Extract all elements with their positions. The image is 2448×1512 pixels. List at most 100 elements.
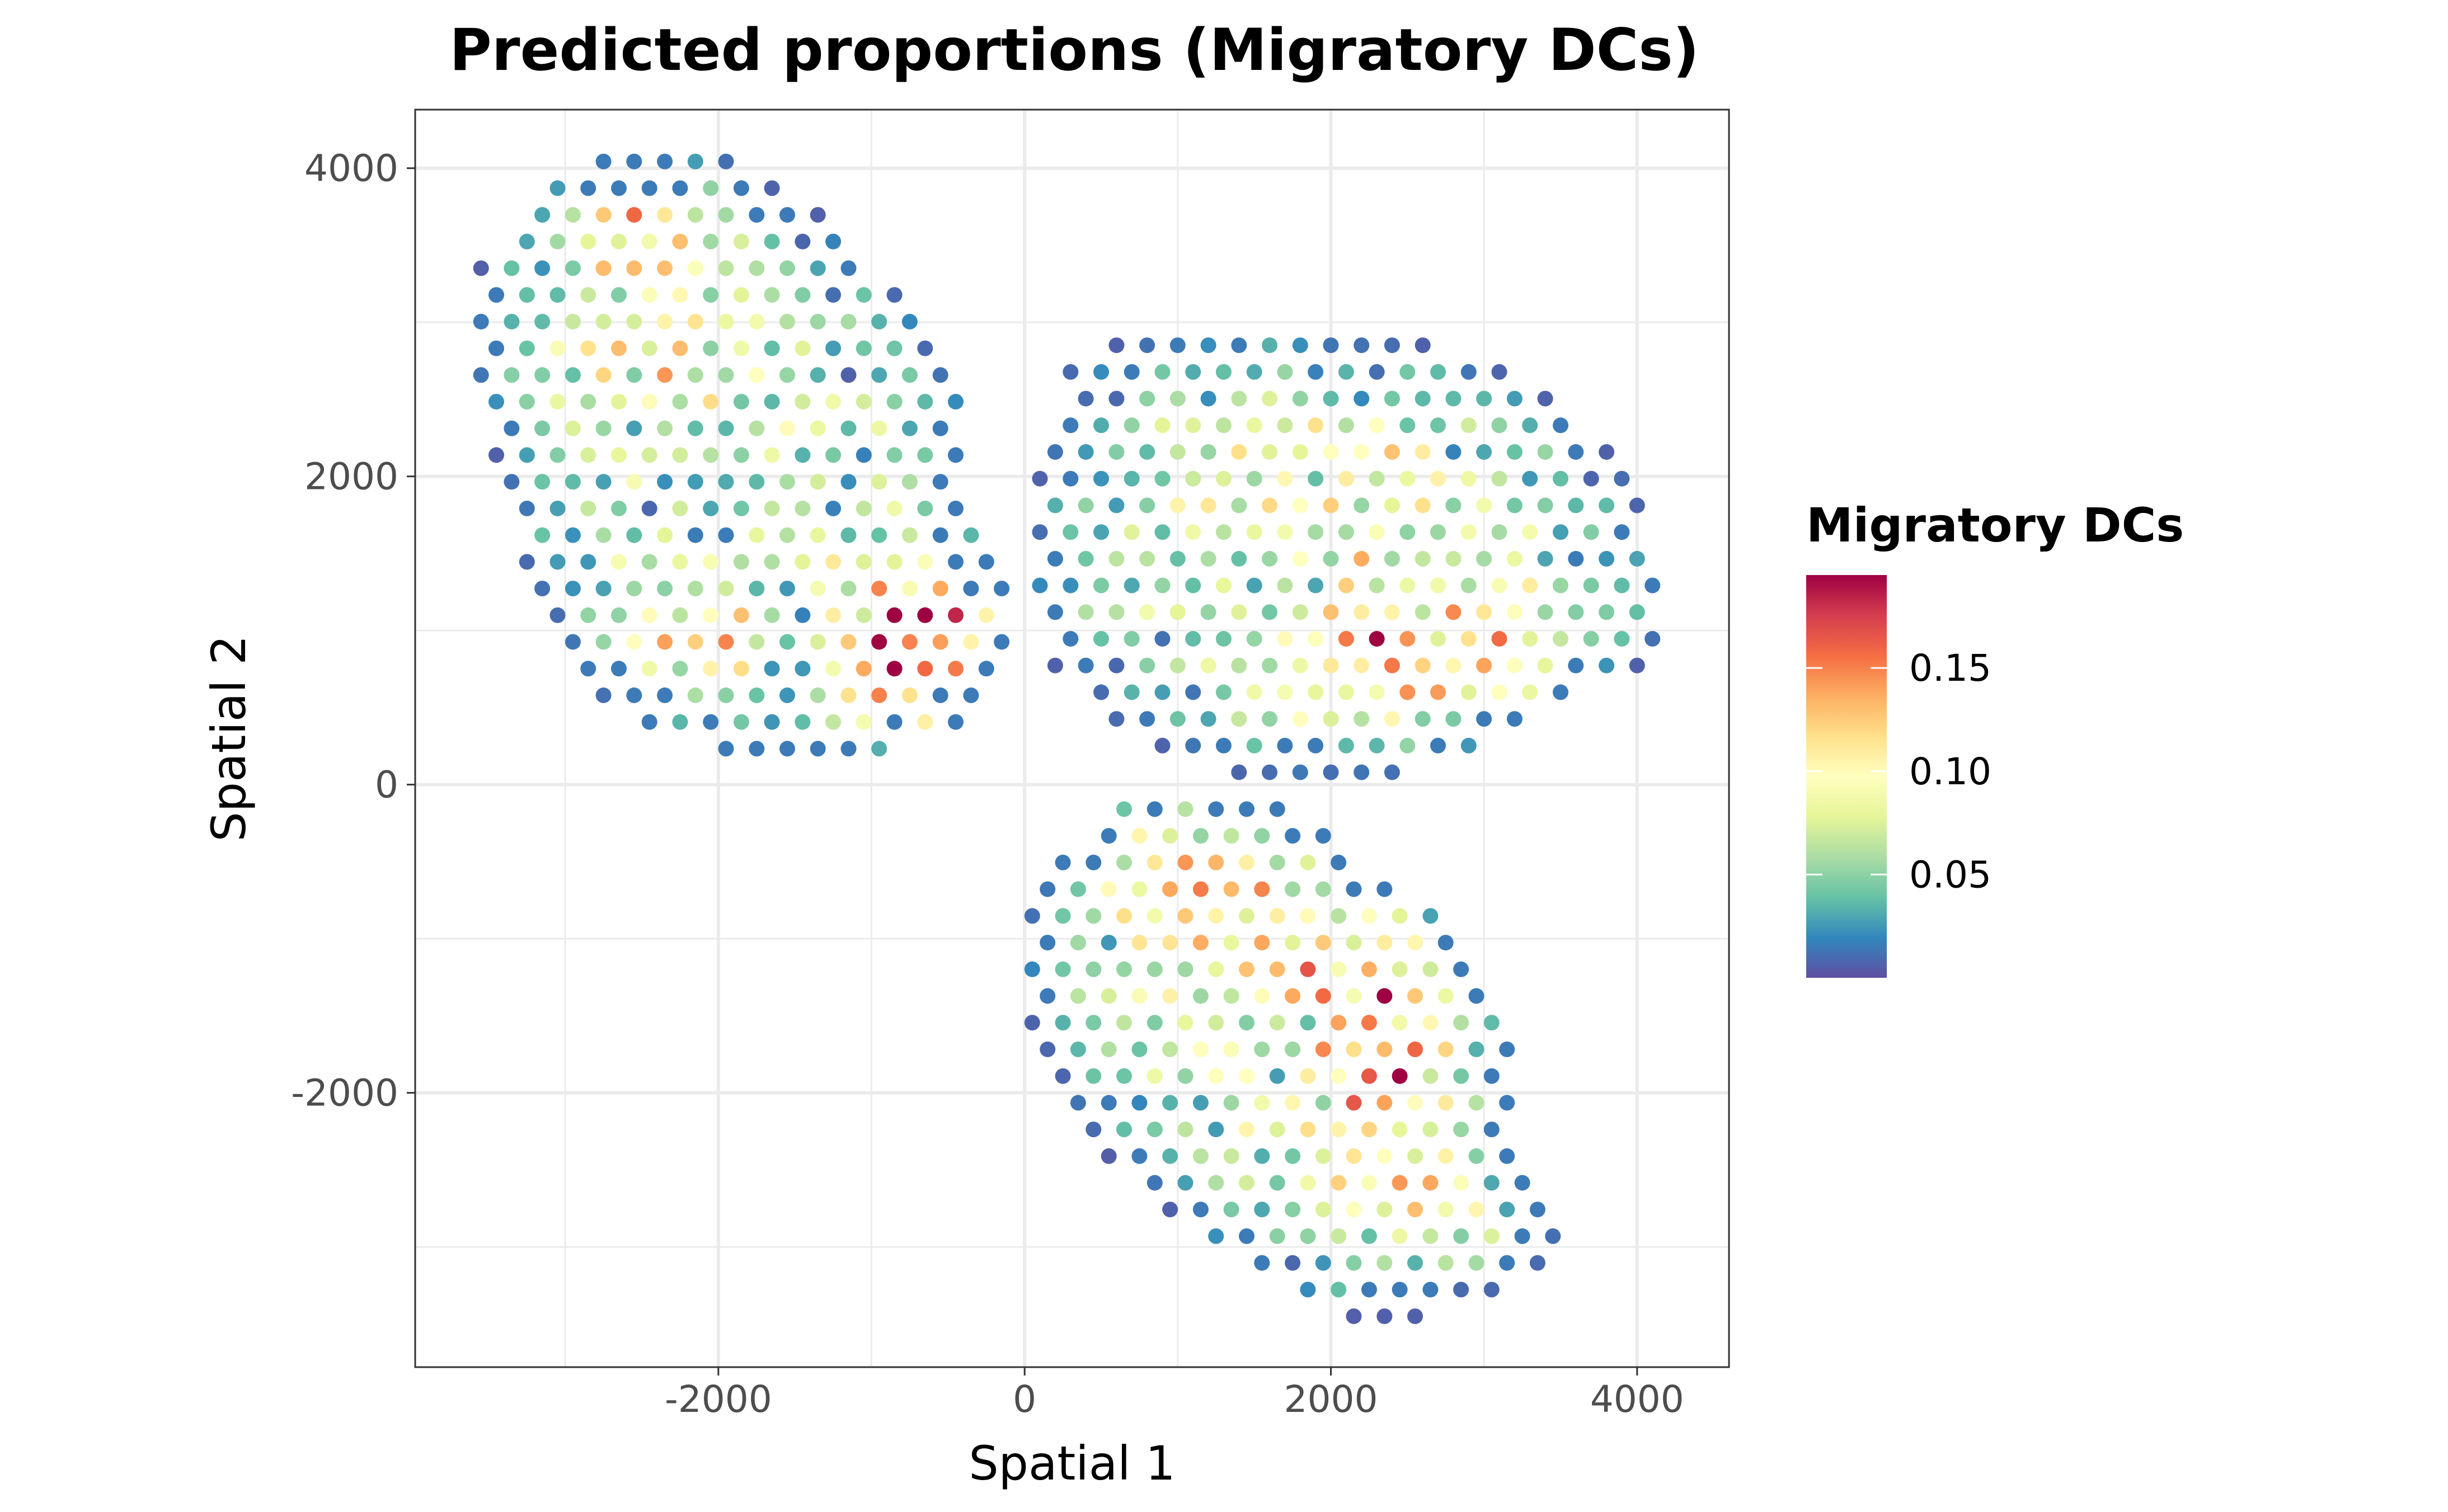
spot [1468, 988, 1484, 1004]
spot [1476, 711, 1492, 727]
spot [917, 661, 933, 677]
spot [1514, 1175, 1530, 1191]
spot [1147, 961, 1163, 977]
spot [1376, 1255, 1393, 1271]
spot [932, 634, 948, 650]
spot [1437, 935, 1454, 951]
spot [1453, 1282, 1469, 1298]
spot [1354, 764, 1370, 780]
spot [1208, 801, 1224, 817]
spot [1354, 497, 1370, 514]
spot [1331, 961, 1347, 977]
spot [917, 554, 933, 570]
spot [1147, 1122, 1163, 1138]
spot [1139, 497, 1155, 514]
spot [1369, 524, 1385, 540]
spot [1553, 631, 1568, 647]
spot [1154, 737, 1171, 753]
spot [779, 207, 795, 223]
spot [1223, 1041, 1239, 1057]
spot [641, 180, 657, 196]
spot [657, 207, 673, 223]
spot [1154, 631, 1171, 647]
spot [1116, 801, 1132, 817]
spot [1154, 417, 1171, 434]
spot [1215, 684, 1232, 700]
spot [1024, 908, 1040, 924]
spot [1346, 1202, 1362, 1218]
spot [825, 340, 842, 356]
spot [886, 394, 903, 410]
spot [1215, 631, 1232, 647]
spot [1231, 550, 1247, 567]
spot [657, 474, 673, 490]
spot [764, 340, 780, 356]
spot [488, 394, 504, 410]
spot [1292, 711, 1308, 727]
spot [764, 607, 780, 623]
spot [1346, 1255, 1362, 1271]
spot [534, 527, 551, 543]
spot [703, 661, 719, 677]
y-axis-title: Spatial 2 [201, 635, 256, 841]
spot [1376, 988, 1393, 1004]
spot [886, 607, 903, 623]
spot [1346, 1095, 1362, 1111]
spot [1177, 961, 1194, 977]
spot [1292, 444, 1308, 460]
spot [840, 367, 857, 383]
spot [687, 420, 703, 436]
spot [1108, 390, 1125, 407]
spot [1124, 417, 1140, 434]
spot [1522, 470, 1538, 487]
spot [1208, 908, 1224, 924]
spot [1131, 988, 1148, 1004]
spot [473, 367, 489, 383]
spot [1338, 524, 1354, 540]
spot [718, 634, 734, 650]
spot [1177, 908, 1194, 924]
spot [611, 554, 627, 570]
spot [1192, 1095, 1209, 1111]
spot [948, 661, 964, 677]
spot [795, 287, 811, 303]
spot [1208, 854, 1224, 870]
spot [595, 314, 612, 329]
spot [1506, 657, 1523, 673]
spot [1200, 497, 1216, 514]
spot [687, 153, 703, 169]
spot [1445, 390, 1462, 407]
spot [1262, 390, 1277, 407]
spot [703, 180, 719, 196]
spot [840, 741, 857, 757]
spot [764, 180, 780, 196]
spot [1453, 1015, 1469, 1031]
spot [1147, 801, 1163, 817]
spot [1300, 1282, 1316, 1298]
spot [1354, 657, 1370, 673]
spot [1445, 444, 1462, 460]
spot [1192, 1041, 1209, 1057]
spot [1346, 1148, 1362, 1164]
spot [764, 287, 780, 303]
spot [1430, 737, 1446, 753]
spot [1491, 364, 1507, 380]
spot [749, 634, 765, 650]
spot [703, 340, 719, 356]
spot [1040, 881, 1056, 897]
spot [1499, 1255, 1515, 1271]
spot [901, 420, 918, 436]
spot [1568, 604, 1584, 620]
spot [1185, 524, 1201, 540]
spot [901, 687, 918, 703]
spot [1139, 444, 1155, 460]
spot [718, 420, 734, 436]
legend-tick-label: 0.10 [1909, 750, 1991, 793]
spot [1361, 1282, 1377, 1298]
spot [1453, 961, 1469, 977]
spot [687, 581, 703, 597]
spot [1231, 657, 1247, 673]
spot [534, 367, 551, 383]
spot [1063, 470, 1079, 487]
